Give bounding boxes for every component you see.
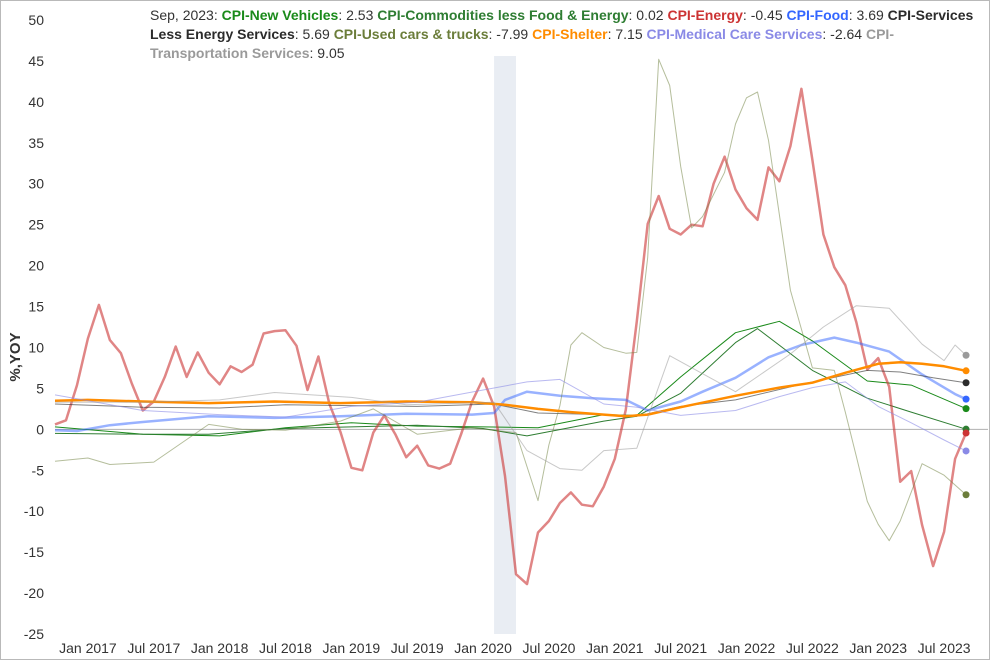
y-tick-label: 35 <box>28 135 44 151</box>
x-axis: Jan 2017 Jul 2017 Jan 2018 Jul 2018 Jan 2019… <box>59 640 971 656</box>
x-tick-label: Jul 2021 <box>654 640 707 656</box>
series-line-6 <box>54 360 967 418</box>
legend-series-name: CPI-New Vehicles <box>221 7 339 23</box>
series-layer <box>54 58 968 586</box>
legend-series-name: CPI-Energy <box>667 7 743 23</box>
y-axis: -25 -20 -15 -10 -5 0 5 10 15 20 25 30 35 40 45 50 <box>24 12 988 642</box>
y-tick-label: 10 <box>28 339 44 355</box>
legend-item-6: CPI-Shelter: 7.15 <box>532 26 646 42</box>
x-tick-label: Jul 2023 <box>918 640 971 656</box>
y-tick-label: 45 <box>28 53 44 69</box>
legend-series-value: : 9.05 <box>309 45 345 61</box>
y-tick-label: 15 <box>28 299 44 315</box>
x-tick-label: Jan 2018 <box>191 640 249 656</box>
x-tick-label: Jul 2017 <box>127 640 180 656</box>
x-tick-label: Jan 2020 <box>454 640 512 656</box>
series-end-marker-5 <box>962 491 970 499</box>
legend-series-value: : 7.15 <box>607 26 647 42</box>
y-tick-label: 30 <box>28 176 44 192</box>
x-tick-label: Jan 2022 <box>718 640 776 656</box>
series-end-marker-0 <box>962 405 970 413</box>
legend: Sep, 2023: CPI-New Vehicles: 2.53 CPI-Co… <box>150 6 980 63</box>
series-end-marker-2 <box>962 429 970 437</box>
series-end-marker-3 <box>962 395 970 403</box>
legend-series-name: CPI-Food <box>786 7 849 23</box>
series-line-7 <box>54 378 967 452</box>
y-tick-label: -5 <box>32 462 45 478</box>
y-tick-label: 5 <box>36 380 44 396</box>
legend-series-value: : 0.02 <box>628 7 668 23</box>
y-tick-label: -25 <box>24 626 44 642</box>
series-line-8 <box>55 305 967 471</box>
legend-item-2: CPI-Energy: -0.45 <box>667 7 786 23</box>
legend-series-name: CPI-Services Less Energy Services <box>150 7 974 42</box>
y-tick-label: 20 <box>28 258 44 274</box>
x-tick-label: Jul 2019 <box>391 640 444 656</box>
series-line-2 <box>54 87 968 586</box>
end-marker-layer <box>962 351 970 499</box>
x-tick-label: Jan 2023 <box>849 640 907 656</box>
legend-series-name: CPI-Transportation Services <box>150 26 894 61</box>
legend-item-8: CPI-Transportation Services: 9.05 <box>150 26 894 61</box>
recession-band-layer <box>494 56 517 634</box>
x-tick-label: Jul 2022 <box>786 640 839 656</box>
recession-band <box>494 56 517 634</box>
x-tick-label: Jul 2020 <box>522 640 575 656</box>
y-tick-label: -15 <box>24 544 44 560</box>
x-tick-label: Jul 2018 <box>259 640 312 656</box>
legend-item-4: CPI-Services Less Energy Services: 5.69 <box>150 7 973 42</box>
legend-series-value: : 5.69 <box>294 26 334 42</box>
legend-item-1: CPI-Commodities less Food & Energy: 0.02 <box>377 7 667 23</box>
x-tick-label: Jan 2017 <box>59 640 117 656</box>
series-end-marker-8 <box>962 351 970 359</box>
legend-item-7: CPI-Medical Care Services: -2.64 <box>647 26 866 42</box>
y-axis-title: %,YOY <box>7 332 24 381</box>
y-tick-label: 0 <box>36 421 44 437</box>
y-tick-label: 50 <box>28 12 44 28</box>
x-tick-label: Jan 2021 <box>586 640 644 656</box>
legend-item-0: CPI-New Vehicles: 2.53 <box>222 7 378 23</box>
y-tick-label: -20 <box>24 585 44 601</box>
legend-item-5: CPI-Used cars & trucks: -7.99 <box>334 26 532 42</box>
legend-series-value: : -0.45 <box>742 7 787 23</box>
legend-series-name: CPI-Medical Care Services <box>646 26 823 42</box>
legend-item-3: CPI-Food: 3.69 <box>787 7 888 23</box>
x-tick-label: Jan 2019 <box>323 640 381 656</box>
legend-series-name: CPI-Commodities less Food & Energy <box>377 7 629 23</box>
legend-series-name: CPI-Shelter <box>532 26 608 42</box>
legend-date: Sep, 2023: <box>150 7 222 23</box>
legend-series-value: : -7.99 <box>488 26 533 42</box>
series-line-1 <box>54 328 967 437</box>
y-tick-label: 25 <box>28 217 44 233</box>
series-end-marker-6 <box>962 367 970 375</box>
y-tick-label: -10 <box>24 503 44 519</box>
legend-series-value: : 2.53 <box>338 7 378 23</box>
series-end-marker-7 <box>962 447 970 455</box>
legend-series-name: CPI-Used cars & trucks <box>333 26 489 42</box>
series-line-5 <box>54 58 967 542</box>
y-tick-label: 40 <box>28 94 44 110</box>
legend-series-value: : -2.64 <box>822 26 866 42</box>
series-end-marker-4 <box>962 379 970 387</box>
legend-series-value: : 3.69 <box>848 7 888 23</box>
